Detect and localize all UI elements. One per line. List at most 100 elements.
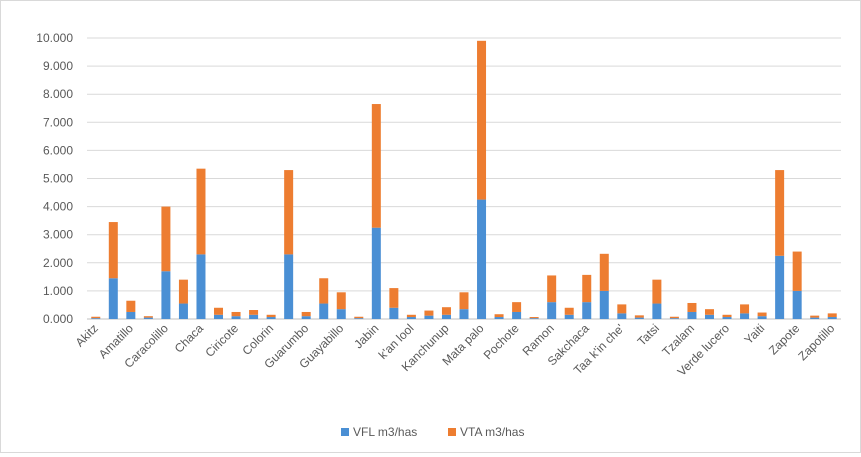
bar-vta bbox=[582, 274, 592, 303]
bar-vta bbox=[634, 315, 644, 318]
bar-vta bbox=[652, 279, 662, 304]
legend-label: VFL m3/has bbox=[353, 425, 417, 439]
bar-vfl bbox=[371, 227, 381, 319]
bar-vfl bbox=[740, 313, 750, 319]
bar-vfl bbox=[126, 311, 136, 319]
bar-vta bbox=[775, 170, 785, 256]
bar-vta bbox=[424, 310, 434, 316]
bar-vfl bbox=[704, 314, 714, 319]
bar-vta bbox=[617, 304, 627, 314]
x-tick-label: Tatsi bbox=[635, 321, 662, 348]
bar-vfl bbox=[91, 318, 101, 319]
bar-vta bbox=[459, 292, 469, 310]
bar-vfl bbox=[178, 303, 188, 319]
bar-vta bbox=[477, 40, 487, 200]
bar-vta bbox=[810, 315, 820, 318]
bar-vfl bbox=[459, 309, 469, 319]
bar-vta bbox=[564, 307, 574, 315]
bar-vfl bbox=[547, 302, 557, 319]
bar-vfl bbox=[108, 278, 118, 319]
bar-vta bbox=[669, 316, 679, 319]
bar-vfl bbox=[494, 317, 504, 319]
bar-vfl bbox=[582, 302, 592, 319]
x-tick-label: Ciricote bbox=[202, 321, 241, 360]
gridlines bbox=[87, 37, 841, 320]
bar-vfl bbox=[687, 311, 697, 319]
bar-vta bbox=[792, 251, 802, 291]
legend-swatch bbox=[341, 428, 349, 436]
bar-vta bbox=[757, 312, 767, 317]
bar-vta bbox=[512, 302, 522, 312]
bar-vta bbox=[722, 314, 732, 318]
x-tick-label: Chaca bbox=[172, 321, 207, 356]
bar-vta bbox=[266, 314, 276, 318]
bar-vfl bbox=[266, 317, 276, 319]
y-tick-label: 9.000 bbox=[43, 59, 73, 73]
x-tick-label: Yaiti bbox=[741, 321, 767, 347]
y-axis: 0.000 1.000 2.000 3.000 4.000 5.000 6.000 7.000… bbox=[36, 31, 73, 326]
bar-vfl bbox=[827, 317, 837, 319]
bar-vta bbox=[494, 314, 504, 318]
bar-vta bbox=[547, 275, 557, 303]
bar-vfl bbox=[757, 316, 767, 319]
y-tick-label: 6.000 bbox=[43, 143, 73, 157]
bar-vfl bbox=[161, 271, 171, 319]
bar-vfl bbox=[231, 316, 241, 319]
y-tick-label: 7.000 bbox=[43, 115, 73, 129]
bar-vfl bbox=[196, 254, 206, 319]
bar-vta bbox=[371, 104, 381, 228]
y-tick-label: 10.000 bbox=[36, 31, 73, 45]
y-tick-label: 4.000 bbox=[43, 200, 73, 214]
bar-vfl bbox=[792, 290, 802, 319]
bar-vfl bbox=[477, 199, 487, 319]
bar-vta bbox=[126, 300, 136, 312]
bar-vfl bbox=[599, 290, 609, 319]
bar-vta bbox=[354, 316, 364, 319]
y-tick-label: 2.000 bbox=[43, 256, 73, 270]
bar-vta bbox=[284, 170, 294, 255]
y-tick-label: 1.000 bbox=[43, 284, 73, 298]
bar-vta bbox=[301, 311, 311, 317]
bar-vfl bbox=[669, 318, 679, 319]
bar-vfl bbox=[249, 314, 259, 319]
bar-vta bbox=[108, 222, 118, 279]
bar-vfl bbox=[634, 317, 644, 319]
bar-vta bbox=[529, 317, 539, 319]
x-tick-label: Jabin bbox=[351, 321, 381, 351]
bar-vta bbox=[143, 316, 153, 318]
y-tick-label: 5.000 bbox=[43, 172, 73, 186]
bar-vfl bbox=[319, 303, 329, 319]
bar-vta bbox=[196, 168, 206, 255]
bar-vfl bbox=[301, 316, 311, 319]
y-tick-label: 3.000 bbox=[43, 228, 73, 242]
bar-vta bbox=[740, 304, 750, 314]
bar-vfl bbox=[564, 314, 574, 319]
bar-vta bbox=[441, 307, 451, 315]
bars bbox=[91, 40, 837, 319]
bar-vta bbox=[161, 206, 171, 272]
bar-vfl bbox=[354, 318, 364, 319]
bar-vta bbox=[249, 310, 259, 315]
bar-vta bbox=[91, 316, 101, 319]
bar-vfl bbox=[617, 313, 627, 319]
bar-vfl bbox=[652, 303, 662, 319]
y-tick-label: 0.000 bbox=[43, 312, 73, 326]
bar-vfl bbox=[214, 314, 224, 319]
x-tick-label: Pochote bbox=[481, 321, 522, 362]
x-tick-label: Zapotillo bbox=[795, 321, 837, 363]
bar-vta bbox=[406, 314, 416, 318]
bar-vfl bbox=[389, 307, 399, 319]
bar-vfl bbox=[775, 255, 785, 319]
legend-swatch bbox=[448, 428, 456, 436]
legend-label: VTA m3/has bbox=[460, 425, 524, 439]
bar-vfl bbox=[722, 317, 732, 319]
bar-vfl bbox=[512, 311, 522, 319]
bar-vfl bbox=[143, 317, 153, 319]
bar-vfl bbox=[284, 254, 294, 319]
bar-vta bbox=[231, 311, 241, 317]
x-tick-label: Akitz bbox=[73, 321, 101, 349]
bar-vta bbox=[319, 278, 329, 304]
